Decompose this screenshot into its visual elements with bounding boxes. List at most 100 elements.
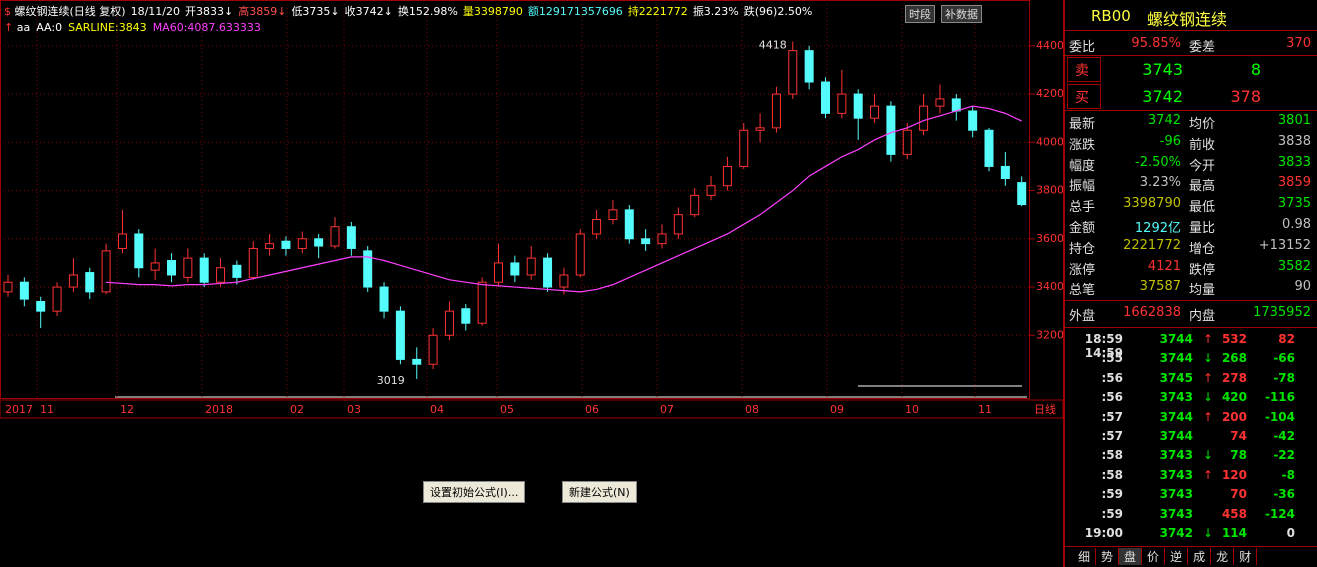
candle-body (19, 281, 29, 300)
tab[interactable]: 盘 (1119, 548, 1143, 565)
panel-text: 3742 (1159, 526, 1193, 540)
tab[interactable]: 势 (1096, 548, 1120, 565)
header-button[interactable]: 补数据 (941, 5, 982, 23)
x-tick-label: 06 (585, 403, 599, 416)
panel-text: 200 (1221, 409, 1247, 424)
candle-body (346, 226, 356, 249)
panel-text: -96 (1159, 133, 1181, 149)
x-tick-label: 04 (430, 403, 444, 416)
x-tick-label: 09 (830, 403, 844, 416)
tab[interactable]: 财 (1234, 548, 1258, 565)
header-field: 跌(96)2.50% (743, 5, 813, 18)
panel-text: :55 (1101, 351, 1124, 366)
candle-body (804, 50, 814, 83)
x-tick-label: 2017 (5, 403, 33, 416)
panel-text: 1735952 (1253, 305, 1311, 320)
panel-text: 总笔 (1069, 283, 1096, 299)
plot-frame (0, 0, 1030, 399)
header-field: 额129171357696 (527, 5, 623, 18)
candle-body (902, 129, 912, 155)
panel-text: :59 (1101, 487, 1124, 502)
header-field: 螺纹钢连续(日线 复权) (14, 5, 126, 18)
panel-text: -104 (1264, 409, 1295, 424)
panel-text: 18:59 14:59 (1084, 332, 1123, 360)
candle-body (870, 105, 880, 119)
panel-text: :58 (1101, 448, 1124, 463)
panel-text: ↑ (1203, 332, 1214, 346)
panel-text: 3742 (1147, 113, 1181, 128)
tab[interactable]: 龙 (1211, 548, 1235, 565)
panel-text: 458 (1221, 506, 1247, 521)
panel-text: -42 (1273, 429, 1295, 443)
candle-body (117, 233, 127, 249)
candle-body (837, 93, 847, 114)
panel-text: 3744 (1159, 409, 1193, 424)
panel-text: 3745 (1159, 370, 1193, 385)
candle-body (706, 185, 716, 196)
panel-text: 2221772 (1123, 237, 1181, 253)
x-tick-label: 08 (745, 403, 759, 416)
panel-text: ↑ (1203, 467, 1214, 482)
panel-text: 90 (1294, 279, 1311, 295)
panel-text: 420 (1221, 390, 1247, 405)
panel-text: 3744 (1159, 429, 1193, 443)
panel-text: 今开 (1189, 158, 1216, 174)
candle-body (673, 214, 683, 235)
panel-divider (1065, 327, 1317, 328)
panel-text: 1662838 (1123, 305, 1181, 320)
panel-text: 70 (1230, 487, 1247, 502)
panel-text: 涨停 (1069, 262, 1096, 278)
panel-text: 1292亿 (1134, 221, 1181, 236)
y-tick-label: 4200 (1036, 87, 1063, 100)
candle-body (379, 286, 389, 312)
indicator-value: SARLINE:3843 (68, 21, 147, 34)
tab[interactable]: 价 (1142, 548, 1166, 565)
header-field: 18/11/20 (130, 5, 180, 18)
candle-body (363, 250, 373, 288)
panel-text: 278 (1221, 370, 1247, 385)
indicator-value: MA60:4087.633333 (152, 21, 261, 34)
y-tick-label: 3800 (1036, 184, 1063, 197)
candle-body (101, 250, 111, 293)
candle-body (559, 274, 569, 288)
x-tick-label: 2018 (205, 403, 233, 416)
price-chart: 3200 3400 3600 3800 4000 4200 4400 2017 11 12 2018… (0, 0, 1063, 419)
panel-text: 3744 (1159, 351, 1193, 366)
header-buttons: 时段 补数据 (905, 3, 988, 23)
candle-body (919, 105, 929, 131)
formula-button[interactable]: 设置初始公式(I)... (423, 481, 526, 503)
panel-text: ↓ (1203, 390, 1214, 405)
panel-text: 95.85% (1131, 36, 1181, 51)
candle-body (444, 310, 454, 336)
panel-text: 3743 (1142, 60, 1183, 79)
candle-body (543, 257, 553, 288)
tab[interactable]: 细 (1073, 548, 1097, 565)
candle-body (330, 226, 340, 247)
tab[interactable]: 逆 (1165, 548, 1189, 565)
panel-text: 532 (1221, 332, 1247, 346)
candle-body (526, 257, 536, 276)
y-tick-label: 3600 (1036, 232, 1063, 245)
panel-text: :57 (1101, 409, 1124, 424)
header-field: 开3833↓ (185, 5, 234, 18)
candle-body (755, 127, 765, 131)
panel-text: :58 (1101, 467, 1124, 482)
header-button[interactable]: 时段 (905, 5, 935, 23)
panel-text: 378 (1230, 87, 1261, 106)
panel-text: 买 (1075, 90, 1089, 106)
candle-body (984, 129, 994, 167)
tab[interactable]: 成 (1188, 548, 1212, 565)
panel-text: 均价 (1189, 117, 1216, 132)
candle-body (788, 50, 798, 95)
panel-text: 3735 (1277, 196, 1311, 212)
quote-panel: RB00 螺纹钢连续 委比 95.85% 委差 370 卖 3743 8 买 3742 378 最新 37… (1063, 0, 1317, 567)
panel-divider (1065, 30, 1317, 31)
panel-text: 最高 (1189, 179, 1216, 195)
panel-text: 3744 (1159, 332, 1193, 346)
panel-text: 增仓 (1189, 241, 1216, 257)
panel-text: :56 (1101, 390, 1124, 405)
formula-button[interactable]: 新建公式(N) (562, 481, 637, 503)
candle-body (68, 274, 78, 288)
candle-body (575, 233, 585, 276)
